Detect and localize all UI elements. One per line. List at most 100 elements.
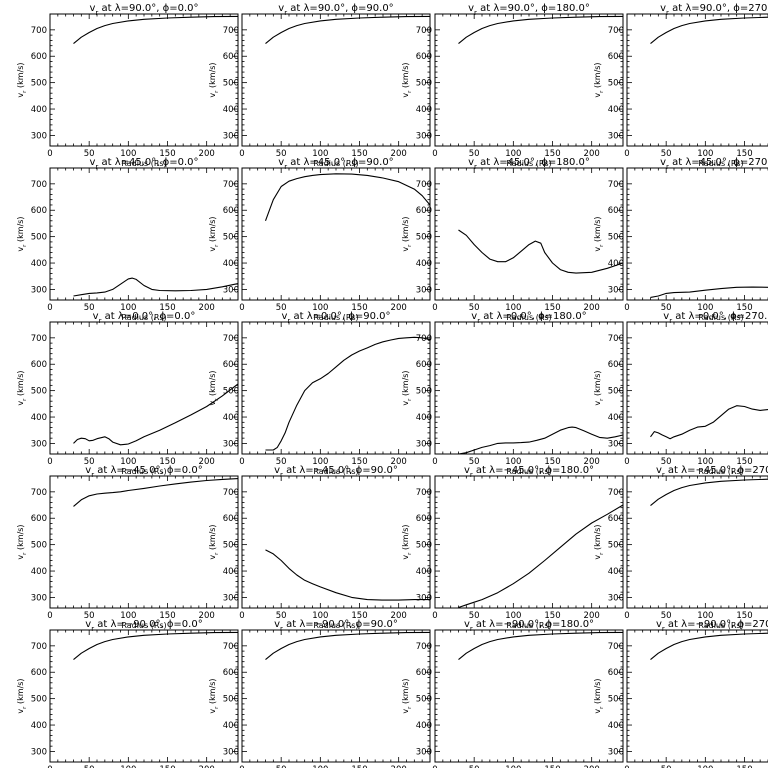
series-line xyxy=(458,229,624,274)
y-tick-label: 500 xyxy=(31,233,47,243)
y-tick-label: 700 xyxy=(31,488,47,498)
x-axis-label: Radius (Rs) xyxy=(121,467,166,476)
x-tick-label: 0 xyxy=(47,303,52,313)
y-tick-label: 700 xyxy=(608,642,624,652)
x-tick-label: 200 xyxy=(199,611,215,621)
y-tick-label: 300 xyxy=(31,131,47,141)
y-tick-label: 700 xyxy=(223,180,239,190)
x-tick-label: 0 xyxy=(47,149,52,159)
y-tick-label: 500 xyxy=(416,387,432,397)
y-tick-label: 400 xyxy=(416,567,432,577)
x-tick-label: 200 xyxy=(584,149,600,159)
chart-title: vr at λ=−90.0°, ϕ=0.0° xyxy=(85,619,202,633)
series-line xyxy=(265,336,431,451)
x-tick-label: 0 xyxy=(47,457,52,467)
x-tick-label: 100 xyxy=(697,765,713,768)
y-tick-label: 500 xyxy=(416,79,432,89)
x-tick-label: 150 xyxy=(736,457,752,467)
y-tick-label: 600 xyxy=(608,668,624,678)
y-axis-label: vr (km/s) xyxy=(593,62,605,97)
y-tick-label: 400 xyxy=(31,413,47,423)
x-tick-label: 50 xyxy=(469,611,480,621)
x-tick-label: 50 xyxy=(84,765,95,768)
x-tick-label: 100 xyxy=(312,611,328,621)
chart-panel: vr at λ=90.0°, ϕ=0.0° 0 50 100 150 200 300 400 5… xyxy=(16,3,239,168)
series-line xyxy=(73,478,239,507)
chart-title: vr at λ=45.0°, ϕ=180.0° xyxy=(468,157,590,171)
y-tick-label: 600 xyxy=(608,514,624,524)
x-tick-label: 150 xyxy=(544,303,560,313)
x-tick-label: 150 xyxy=(159,765,175,768)
y-tick-label: 300 xyxy=(416,285,432,295)
y-tick-label: 700 xyxy=(416,488,432,498)
x-axis-label: Radius (Rs) xyxy=(506,313,551,322)
y-tick-label: 600 xyxy=(223,668,239,678)
chart-title: vr at λ=90.0°, ϕ=180.0° xyxy=(468,3,590,17)
x-tick-label: 50 xyxy=(84,611,95,621)
y-axis-label: vr (km/s) xyxy=(401,370,413,405)
y-tick-label: 700 xyxy=(416,642,432,652)
x-axis-label: Radius (Rs) xyxy=(313,159,358,168)
x-tick-label: 150 xyxy=(736,765,752,768)
x-tick-label: 100 xyxy=(120,149,136,159)
x-tick-label: 150 xyxy=(544,611,560,621)
y-tick-label: 300 xyxy=(608,439,624,449)
y-tick-label: 400 xyxy=(608,413,624,423)
y-tick-label: 700 xyxy=(608,26,624,36)
x-tick-label: 50 xyxy=(276,149,287,159)
x-tick-label: 200 xyxy=(391,457,407,467)
x-tick-label: 0 xyxy=(239,457,244,467)
x-tick-label: 50 xyxy=(661,149,672,159)
x-tick-label: 200 xyxy=(199,765,215,768)
series-line xyxy=(650,405,768,440)
x-tick-label: 200 xyxy=(391,765,407,768)
x-tick-label: 50 xyxy=(84,149,95,159)
y-tick-label: 400 xyxy=(416,721,432,731)
y-tick-label: 500 xyxy=(416,695,432,705)
x-tick-label: 0 xyxy=(624,765,629,768)
x-axis-label: Radius (Rs) xyxy=(698,313,743,322)
y-axis-label: vr (km/s) xyxy=(208,678,220,713)
series-line xyxy=(265,549,430,601)
y-tick-label: 400 xyxy=(31,567,47,577)
y-axis-label: vr (km/s) xyxy=(208,216,220,251)
x-tick-label: 150 xyxy=(351,457,367,467)
chart-panel: vr at λ=90.0°, ϕ=270.0°05010015020030040… xyxy=(593,3,768,168)
y-tick-label: 300 xyxy=(223,439,239,449)
y-axis-label: vr (km/s) xyxy=(208,370,220,405)
y-tick-label: 600 xyxy=(416,668,432,678)
x-tick-label: 0 xyxy=(624,303,629,313)
x-axis-label: Radius (Rs) xyxy=(698,159,743,168)
y-tick-label: 300 xyxy=(223,747,239,757)
y-tick-label: 300 xyxy=(416,747,432,757)
y-tick-label: 300 xyxy=(31,285,47,295)
x-tick-label: 50 xyxy=(661,611,672,621)
y-tick-label: 300 xyxy=(416,439,432,449)
plot-frame xyxy=(626,475,768,609)
y-tick-label: 500 xyxy=(31,79,47,89)
y-tick-label: 600 xyxy=(608,52,624,62)
x-tick-label: 150 xyxy=(544,765,560,768)
x-tick-label: 0 xyxy=(432,303,437,313)
y-tick-label: 700 xyxy=(416,334,432,344)
x-tick-label: 100 xyxy=(312,765,328,768)
x-tick-label: 50 xyxy=(661,765,672,768)
y-tick-label: 400 xyxy=(31,721,47,731)
y-tick-label: 400 xyxy=(31,259,47,269)
x-tick-label: 100 xyxy=(697,303,713,313)
y-tick-label: 300 xyxy=(31,439,47,449)
y-tick-label: 300 xyxy=(31,747,47,757)
x-tick-label: 200 xyxy=(584,765,600,768)
y-tick-label: 400 xyxy=(416,105,432,115)
x-tick-label: 0 xyxy=(432,149,437,159)
y-tick-label: 400 xyxy=(31,105,47,115)
y-axis-label: vr (km/s) xyxy=(401,62,413,97)
chart-panel: vr at λ=90.0°, ϕ=90.0° 0 50 100 150 200 300 400… xyxy=(208,3,431,168)
x-tick-label: 50 xyxy=(276,303,287,313)
series-line xyxy=(650,632,768,661)
series-line xyxy=(73,631,239,661)
x-tick-label: 200 xyxy=(391,149,407,159)
x-tick-label: 100 xyxy=(697,611,713,621)
y-tick-label: 600 xyxy=(608,360,624,370)
